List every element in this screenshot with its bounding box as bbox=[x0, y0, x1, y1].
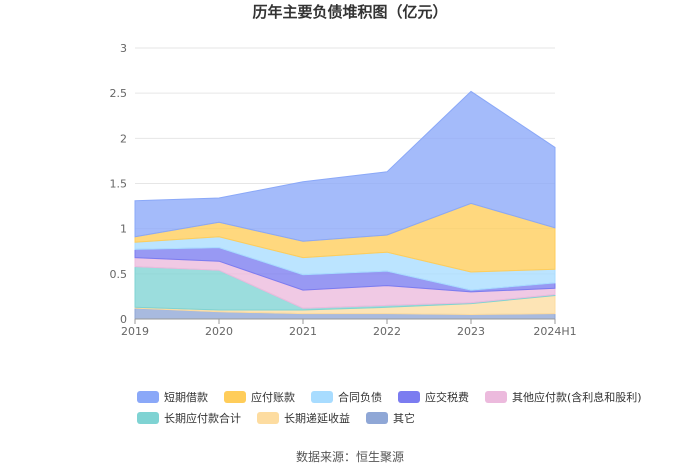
y-tick-label: 1 bbox=[120, 223, 127, 236]
y-tick-label: 3 bbox=[120, 42, 127, 55]
y-axis: 0 0.5 1 1.5 2 2.5 3 bbox=[110, 42, 128, 326]
x-tick-label: 2022 bbox=[373, 325, 401, 338]
legend-swatch bbox=[485, 391, 507, 403]
y-tick-label: 2.5 bbox=[110, 87, 128, 100]
legend-label: 应交税费 bbox=[425, 390, 469, 404]
legend-label: 长期应付款合计 bbox=[164, 411, 241, 425]
legend: 短期借款 应付账款 合同负债 应交税费 其他应付款(含利息和股利) 长期应付款合计 长期递延… bbox=[137, 390, 642, 425]
legend-swatch bbox=[398, 391, 420, 403]
legend-swatch bbox=[311, 391, 333, 403]
legend-swatch bbox=[366, 412, 388, 424]
legend-swatch bbox=[137, 412, 159, 424]
y-tick-label: 1.5 bbox=[110, 178, 128, 191]
x-tick-label: 2020 bbox=[205, 325, 233, 338]
x-tick-label: 2021 bbox=[289, 325, 317, 338]
legend-label: 短期借款 bbox=[164, 390, 208, 404]
x-axis: 2019 2020 2021 2022 2023 2024H1 bbox=[121, 318, 577, 338]
x-tick-label: 2024H1 bbox=[533, 325, 576, 338]
legend-swatch bbox=[257, 412, 279, 424]
legend-label: 应付账款 bbox=[251, 390, 295, 404]
y-tick-label: 0.5 bbox=[110, 268, 128, 281]
x-tick-label: 2019 bbox=[121, 325, 149, 338]
legend-label: 合同负债 bbox=[338, 390, 382, 404]
data-source: 数据来源：恒生聚源 bbox=[296, 449, 404, 464]
chart-title: 历年主要负债堆积图（亿元） bbox=[252, 3, 447, 21]
y-tick-label: 0 bbox=[120, 313, 127, 326]
y-tick-label: 2 bbox=[120, 132, 127, 145]
legend-swatch bbox=[137, 391, 159, 403]
area-series-短期借款 bbox=[134, 90, 556, 242]
area-series bbox=[134, 90, 556, 320]
legend-swatch bbox=[224, 391, 246, 403]
x-tick-label: 2023 bbox=[457, 325, 485, 338]
legend-label: 长期递延收益 bbox=[284, 411, 350, 425]
legend-label: 其它 bbox=[393, 411, 415, 425]
legend-label: 其他应付款(含利息和股利) bbox=[512, 390, 642, 404]
